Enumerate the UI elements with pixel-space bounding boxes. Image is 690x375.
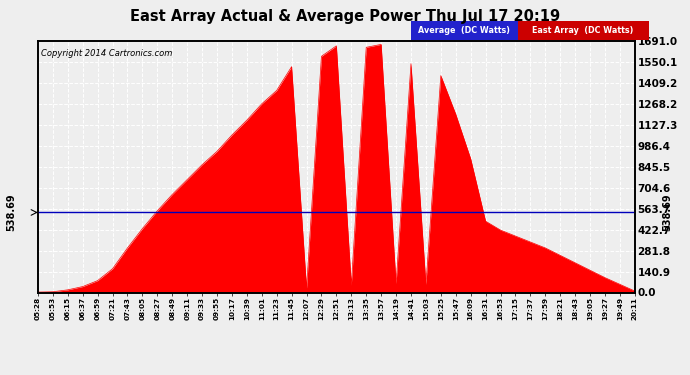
Text: 538.69: 538.69 (662, 194, 673, 231)
Text: Average  (DC Watts): Average (DC Watts) (418, 26, 510, 35)
Text: East Array  (DC Watts): East Array (DC Watts) (533, 26, 633, 35)
Text: East Array Actual & Average Power Thu Jul 17 20:19: East Array Actual & Average Power Thu Ju… (130, 9, 560, 24)
Text: Copyright 2014 Cartronics.com: Copyright 2014 Cartronics.com (41, 49, 172, 58)
Text: 538.69: 538.69 (6, 194, 16, 231)
